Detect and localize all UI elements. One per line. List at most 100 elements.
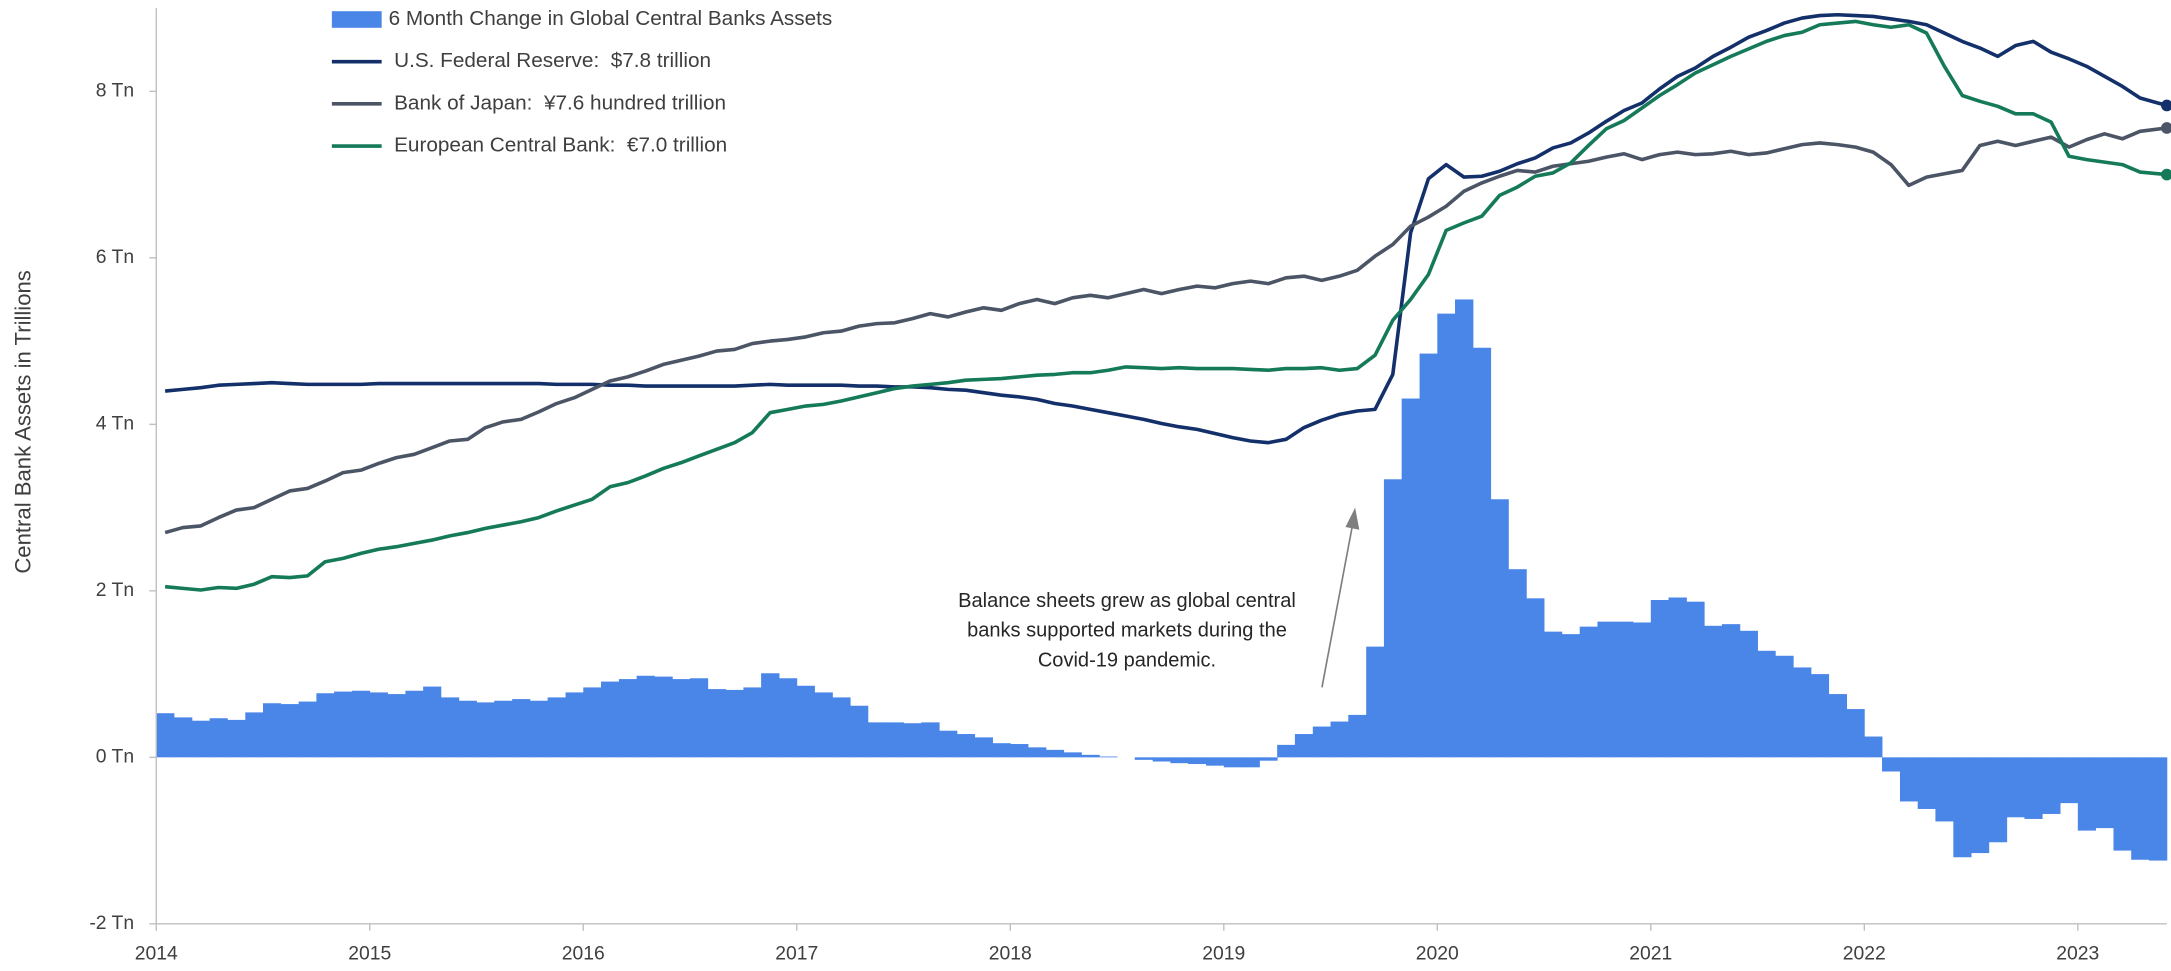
x-tick-label: 2014 xyxy=(135,942,178,964)
bar xyxy=(1330,721,1349,758)
legend-label: 6 Month Change in Global Central Banks A… xyxy=(389,7,833,30)
y-tick-label: 6 Tn xyxy=(96,246,134,268)
x-tick-label: 2023 xyxy=(2056,942,2099,964)
bar xyxy=(458,700,477,758)
bar xyxy=(583,687,602,758)
bar xyxy=(1668,597,1687,758)
bar xyxy=(1899,757,1919,802)
bar xyxy=(1472,347,1492,758)
end-point xyxy=(2161,168,2171,181)
bar xyxy=(618,679,638,758)
bar xyxy=(1455,299,1474,758)
bar xyxy=(1223,757,1242,768)
bar xyxy=(992,743,1011,758)
bar xyxy=(1739,630,1758,758)
bar xyxy=(1971,757,1990,854)
bar xyxy=(1561,634,1581,758)
x-tick-label: 2018 xyxy=(989,942,1032,964)
bar xyxy=(1810,674,1830,758)
bar xyxy=(263,703,282,758)
bar xyxy=(1045,749,1065,758)
bar xyxy=(725,689,744,758)
bar xyxy=(1188,757,1207,765)
bar xyxy=(1650,600,1669,758)
bar xyxy=(369,692,388,758)
bar xyxy=(1294,734,1314,758)
bar xyxy=(1988,757,2008,843)
bar xyxy=(1366,646,1385,758)
y-tick-label: 0 Tn xyxy=(96,745,134,767)
bar xyxy=(2042,757,2061,814)
bar xyxy=(1953,757,1972,858)
bar xyxy=(2148,757,2168,861)
bar xyxy=(2131,757,2150,860)
bar xyxy=(191,720,211,758)
line xyxy=(164,12,2168,445)
bar xyxy=(1490,499,1509,758)
bar xyxy=(707,689,727,758)
bar xyxy=(173,717,193,758)
bar xyxy=(636,675,655,758)
x-tick-label: 2022 xyxy=(1843,942,1886,964)
bar xyxy=(547,697,566,758)
bar xyxy=(1437,313,1456,758)
bar xyxy=(1846,709,1865,758)
bar xyxy=(903,723,922,758)
bar xyxy=(494,700,513,758)
bar xyxy=(1206,757,1225,766)
bar xyxy=(796,685,815,758)
bar xyxy=(1401,398,1420,758)
bar xyxy=(2113,757,2132,851)
bar xyxy=(1721,624,1741,758)
x-tick-label: 2015 xyxy=(348,942,391,964)
legend: 6 Month Change in Global Central Banks A… xyxy=(331,7,833,157)
bar xyxy=(1935,757,1954,822)
bar xyxy=(1383,479,1403,758)
bar xyxy=(1704,625,1723,758)
bar xyxy=(156,713,175,758)
bar xyxy=(956,734,976,758)
bar xyxy=(832,697,851,758)
bar xyxy=(1526,598,1545,758)
bar-layer xyxy=(156,299,2168,861)
y-tick-label: 4 Tn xyxy=(96,412,134,434)
bar xyxy=(779,678,798,758)
bar xyxy=(885,722,904,758)
y-axis-label: Central Bank Assets in Trillions xyxy=(11,270,36,574)
bar xyxy=(1241,757,1260,768)
y-tick-label: 2 Tn xyxy=(96,579,134,601)
bar xyxy=(1259,757,1278,761)
bar xyxy=(1312,726,1331,758)
bar xyxy=(209,718,228,758)
legend-label: European Central Bank: €7.0 trillion xyxy=(394,134,727,157)
end-point xyxy=(2161,122,2171,134)
bar xyxy=(1633,622,1652,758)
x-tick-label: 2019 xyxy=(1202,942,1245,964)
bar xyxy=(672,679,691,758)
bar xyxy=(1882,757,1901,772)
bar xyxy=(1615,621,1634,758)
bar xyxy=(1152,757,1171,762)
annotation: Balance sheets grew as global central ban… xyxy=(958,507,1360,688)
bar xyxy=(316,693,335,758)
y-tick-label: -2 Tn xyxy=(89,912,134,934)
x-tick-label: 2017 xyxy=(775,942,818,964)
bar xyxy=(2024,757,2043,819)
bar xyxy=(440,697,460,758)
bar xyxy=(850,705,869,758)
annotation-text: Covid-19 pandemic. xyxy=(1038,649,1216,671)
bar xyxy=(529,700,549,758)
axes: -2 Tn 0 Tn 2 Tn 4 Tn 6 Tn 8 Tn 2014 2015 2016 201… xyxy=(89,8,2167,964)
bar xyxy=(1277,744,1296,758)
bar xyxy=(867,722,887,758)
bar xyxy=(2095,757,2114,829)
bar xyxy=(1686,601,1705,758)
bar xyxy=(1579,626,1598,758)
bar xyxy=(227,719,246,758)
bar xyxy=(405,690,424,758)
bar xyxy=(921,722,940,758)
bar xyxy=(1775,655,1794,758)
bar xyxy=(654,676,673,758)
